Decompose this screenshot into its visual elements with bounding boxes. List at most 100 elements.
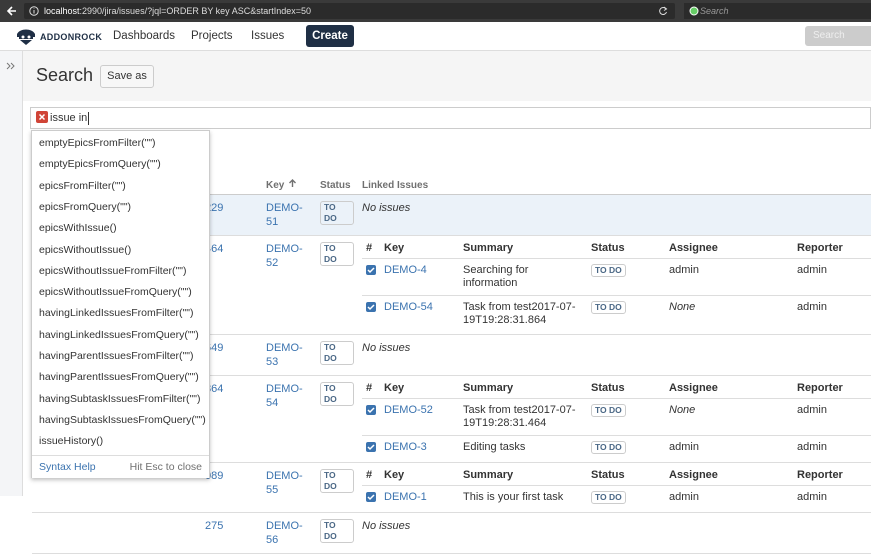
autocomplete-item[interactable]: emptyEpicsFromFilter("") (39, 137, 156, 149)
info-icon (29, 6, 39, 16)
linked-key[interactable]: DEMO-54 (384, 301, 433, 313)
autocomplete-item[interactable]: havingParentIssuesFromQuery("") (39, 371, 199, 384)
linked-summary: Searching for information (463, 264, 529, 289)
autocomplete-item[interactable]: epicsWithoutIssue() (39, 243, 132, 256)
linked-column-title: Assignee (669, 469, 718, 481)
autocomplete-item[interactable]: havingLinkedIssuesFromFilter("") (39, 307, 194, 320)
back-button[interactable] (6, 5, 18, 17)
linked-row: DEMO-52 Task from test2017-07-19T19:28:31… (362, 398, 871, 436)
check-mark (367, 444, 375, 451)
autocomplete-item[interactable]: havingParentIssuesFromFilter("") (39, 350, 194, 362)
linked-column-title: Assignee (669, 382, 718, 394)
autocomplete-item[interactable]: issueHistory() (39, 435, 104, 448)
status-lozenge: TO DO (591, 404, 626, 417)
header-cell: Key (262, 176, 316, 195)
status-lozenge: TO DO (320, 382, 354, 406)
page-title: Search (36, 65, 94, 85)
expand-icon[interactable] (6, 61, 16, 71)
cell: # Key Summary Status Assignee Reporter DEMO-4 S… (358, 235, 871, 335)
cell: # Key Summary Status Assignee Reporter DEMO-1 T… (358, 462, 871, 513)
header-search[interactable]: Search (805, 26, 871, 46)
reporter: admin (797, 301, 827, 313)
nav-link[interactable]: Dashboards (113, 30, 176, 42)
nav-link[interactable]: Projects (191, 30, 233, 42)
linked-key[interactable]: DEMO-3 (384, 441, 427, 453)
cell: TO DO (316, 462, 358, 513)
autocomplete-item[interactable]: epicsWithoutIssueFromFilter("") (39, 264, 187, 277)
linked-key[interactable]: DEMO-1 (384, 491, 427, 503)
reload-icon[interactable] (658, 6, 668, 16)
linked-key[interactable]: DEMO-52 (384, 404, 433, 416)
check-mark (367, 494, 375, 501)
cell: DEMO-53 (262, 334, 316, 376)
checkbox[interactable] (366, 302, 376, 312)
cell: admin (793, 485, 871, 510)
linked-header: # Key Summary Status Assignee Reporter (362, 378, 871, 399)
cell: TO DO (587, 435, 665, 460)
checkbox[interactable] (366, 405, 376, 415)
autocomplete-item[interactable]: havingSubtaskIssuesFromFilter("") (39, 392, 201, 405)
autocomplete-item[interactable]: havingSubtaskIssuesFromQuery("") (39, 413, 206, 426)
cell: TO DO (587, 258, 665, 296)
issue-key[interactable]: DEMO-52 (266, 243, 303, 269)
cell: DEMO-4 (380, 258, 459, 296)
checkbox[interactable] (366, 442, 376, 452)
linked-column-title: Status (591, 382, 625, 394)
linked-summary: Task from test2017-07-19T19:28:31.864 (463, 301, 576, 326)
autocomplete-item[interactable]: epicsFromQuery("") (39, 200, 132, 213)
issue-key[interactable]: DEMO-55 (266, 470, 303, 496)
cell: Searching for information (459, 258, 587, 296)
autocomplete-item[interactable]: epicsWithoutIssueFromQuery("") (39, 286, 192, 299)
reporter: admin (797, 264, 827, 276)
linked-key[interactable]: DEMO-4 (384, 264, 427, 276)
cell: DEMO-56 (262, 512, 316, 554)
browser-search[interactable]: Search (684, 3, 871, 19)
dropdown-footer: Syntax Help Hit Esc to close (32, 455, 209, 478)
status-lozenge: TO DO (320, 341, 354, 365)
jql-input[interactable]: issue in (30, 107, 871, 129)
issue-key[interactable]: DEMO-51 (266, 202, 303, 228)
cell: admin (793, 295, 871, 332)
reporter: admin (797, 404, 827, 416)
save-as-button[interactable]: Save as (100, 65, 154, 88)
cell: DEMO-55 (262, 462, 316, 513)
cell: TO DO (316, 235, 358, 335)
url-field[interactable]: localhost:2990/jira/issues/?jql=ORDER BY… (24, 3, 675, 19)
cell: Task from test2017-07-19T19:28:31.464 (459, 398, 587, 436)
cell: TO DO (316, 375, 358, 463)
header-cell: Status (316, 176, 358, 195)
url-path: :2990/jira/issues/?jql=ORDER BY key ASC&… (79, 6, 311, 16)
cell: TO DO (316, 334, 358, 376)
nav-link[interactable]: Issues (251, 30, 285, 42)
cell: This is your first task (459, 485, 587, 510)
autocomplete-item[interactable]: epicsFromFilter("") (39, 179, 126, 192)
cell (362, 435, 380, 460)
syntax-help-link[interactable]: Syntax Help (39, 461, 96, 473)
cell: Task from test2017-07-19T19:28:31.864 (459, 295, 587, 332)
cell: DEMO-51 (262, 194, 316, 236)
create-button[interactable]: Create (306, 25, 354, 47)
autocomplete-item[interactable]: havingLinkedIssuesFromQuery("") (39, 328, 199, 341)
linked-row: DEMO-4 Searching for information TO DO admi… (362, 258, 871, 296)
autocomplete-item[interactable]: emptyEpicsFromQuery("") (39, 158, 161, 171)
cell: DEMO-1 (380, 485, 459, 510)
checkbox[interactable] (366, 492, 376, 502)
close-hint: Hit Esc to close (129, 461, 202, 473)
column-title[interactable]: Key (266, 180, 285, 191)
logo-text[interactable]: ADDONROCK (40, 32, 103, 42)
autocomplete-item[interactable]: epicsWithIssue() (39, 222, 117, 235)
issue-key[interactable]: DEMO-54 (266, 383, 303, 409)
linked-column-title: Key (384, 242, 405, 254)
cell: admin (665, 258, 793, 296)
issue-key[interactable]: DEMO-53 (266, 342, 303, 368)
cell: admin (793, 435, 871, 460)
check-mark (367, 407, 375, 414)
linked-summary: This is your first task (463, 491, 564, 503)
linked-row: DEMO-3 Editing tasks TO DO admin admin (362, 435, 871, 460)
linked-summary: Task from test2017-07-19T19:28:31.464 (463, 404, 576, 429)
linked-row: DEMO-54 Task from test2017-07-19T19:28:31… (362, 295, 871, 332)
issue-key[interactable]: DEMO-56 (266, 520, 303, 546)
checkbox[interactable] (366, 265, 376, 275)
linked-column-title: Key (384, 382, 405, 394)
